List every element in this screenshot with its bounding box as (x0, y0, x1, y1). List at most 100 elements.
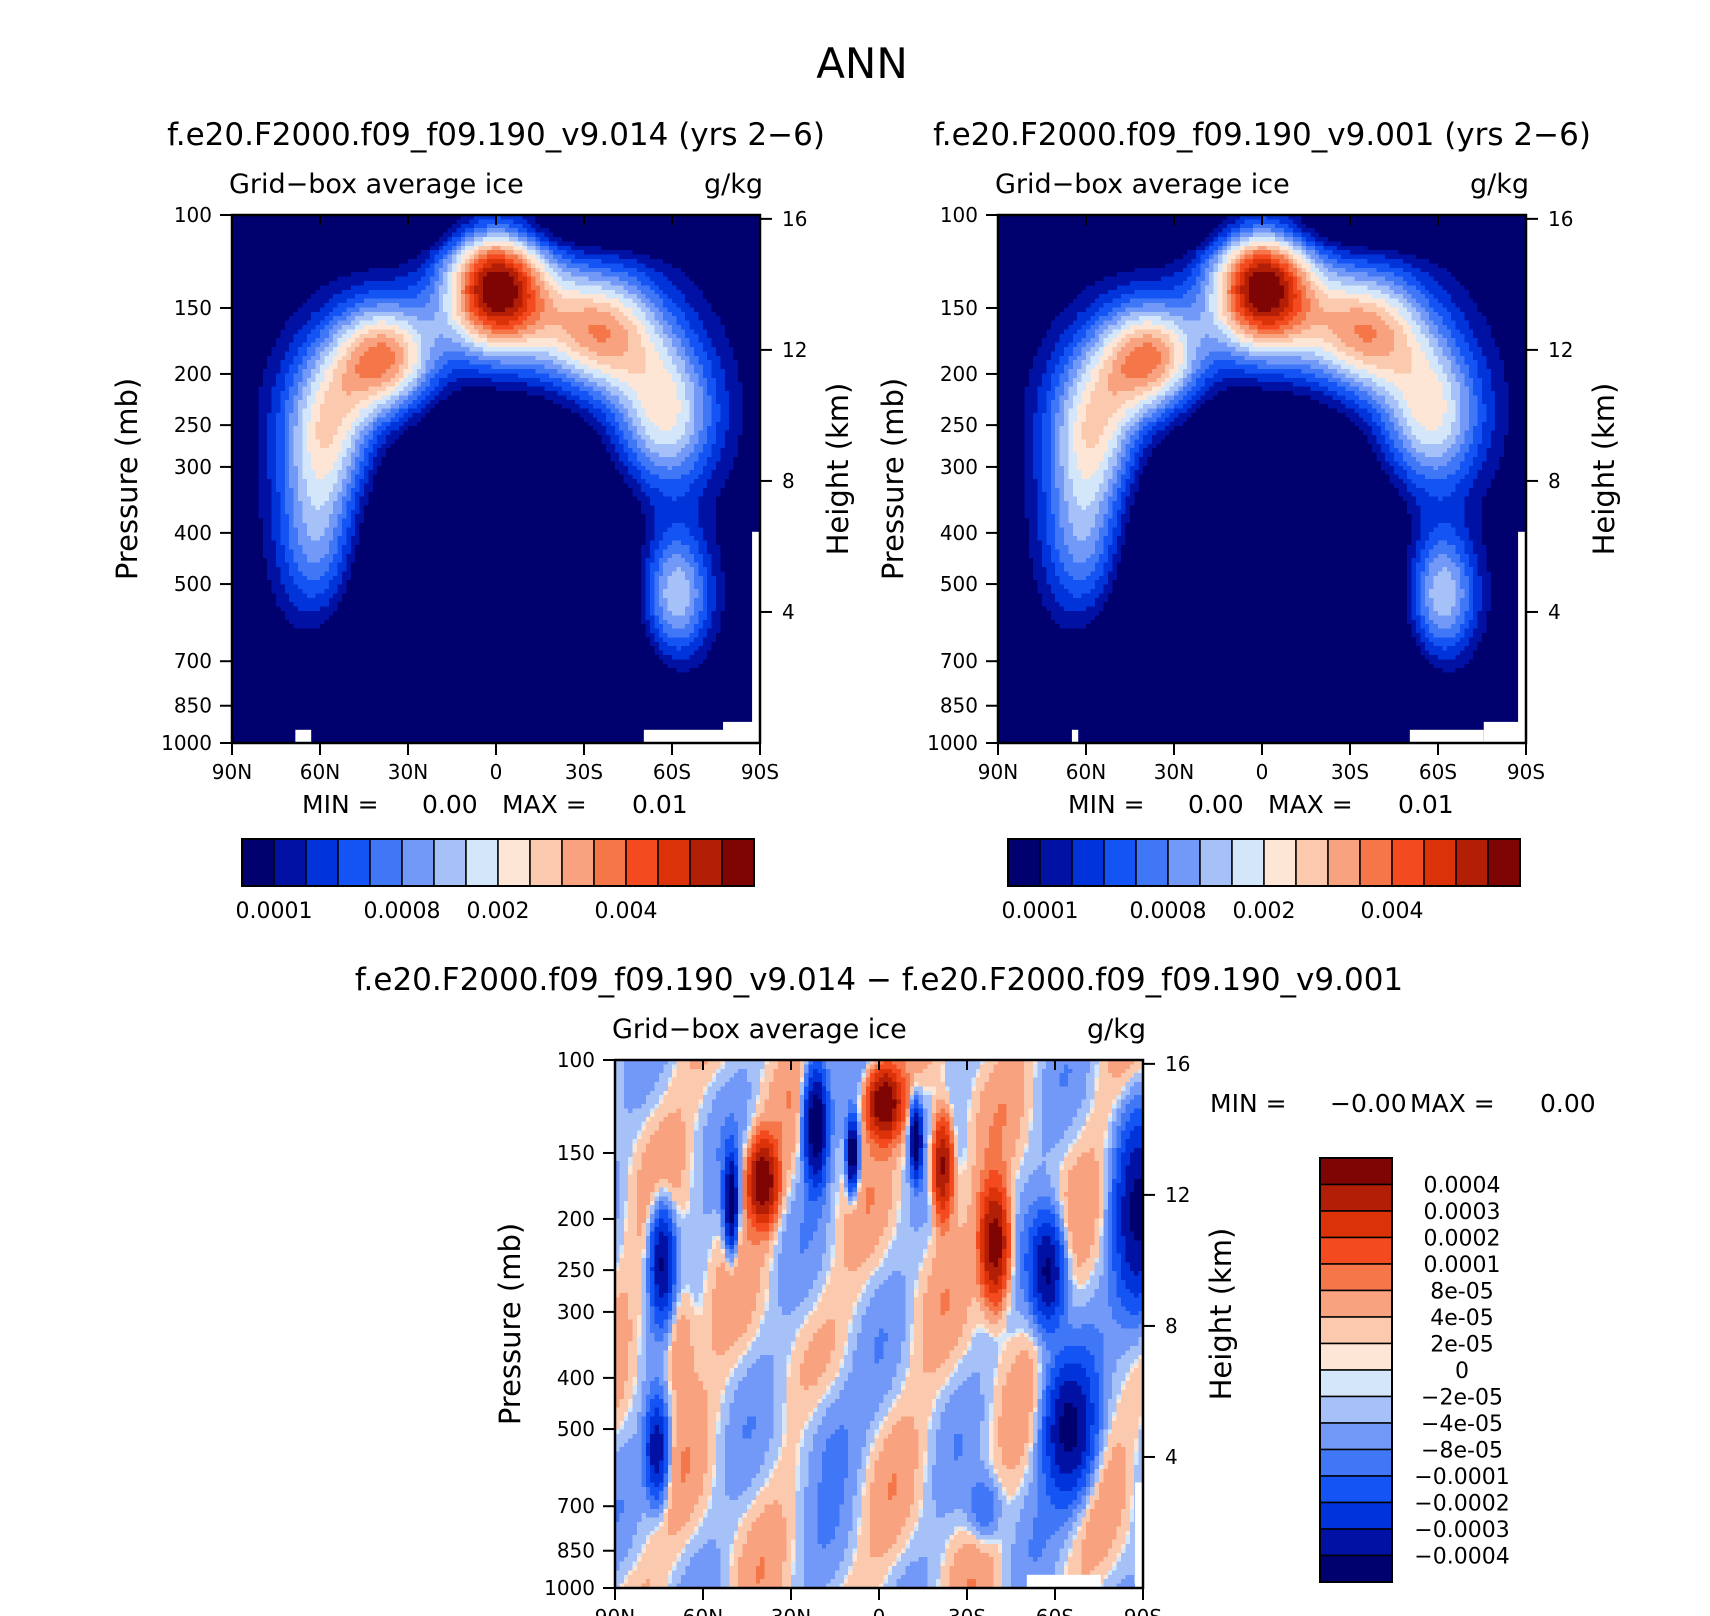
colorbar-box (241, 838, 275, 887)
colorbar-box (1319, 1501, 1393, 1530)
y-tick-label: 700 (557, 1494, 595, 1518)
colorbar-box (1319, 1210, 1393, 1239)
colorbar-box (1327, 838, 1361, 887)
variable-label: Grid−box average ice (612, 1014, 907, 1045)
panel-2: f.e20.F2000.f09_f09.190_v9.001 (yrs 2−6)… (876, 117, 1621, 924)
y-tick-label: 300 (557, 1300, 595, 1324)
y-tick-label: 200 (174, 362, 212, 386)
colorbar-box (1199, 838, 1233, 887)
units-label: g/kg (704, 169, 763, 200)
colorbar-box (689, 838, 723, 887)
y-tick-label: 500 (940, 572, 978, 596)
units-label: g/kg (1087, 1014, 1146, 1045)
y-tick-label: 700 (174, 649, 212, 673)
colorbar-box (465, 838, 499, 887)
colorbar-box (1319, 1475, 1393, 1504)
colorbar-box (721, 838, 755, 887)
y-tick-label: 1000 (927, 731, 978, 755)
x-tick-label: 60N (300, 760, 340, 784)
y-tick-label: 250 (557, 1258, 595, 1282)
missing-data-patch (1026, 1574, 1101, 1591)
min-value: 0.00 (1188, 790, 1244, 819)
panel-1: f.e20.F2000.f09_f09.190_v9.014 (yrs 2−6)… (110, 117, 855, 924)
colorbar-label: −0.0004 (1414, 1545, 1509, 1570)
colorbar-label: 0.0008 (364, 899, 441, 924)
colorbar-label: −0.0002 (1414, 1492, 1509, 1517)
y-tick-label: 500 (174, 572, 212, 596)
colorbar-box (1319, 1183, 1393, 1212)
y-tick-label: 850 (557, 1539, 595, 1563)
units-label: g/kg (1470, 169, 1529, 200)
missing-data-patch (1483, 721, 1526, 743)
y-right-tick-label: 4 (1548, 600, 1561, 624)
x-tick-label: 30S (1331, 760, 1369, 784)
x-tick-label: 90S (1507, 760, 1545, 784)
colorbar-box (273, 838, 307, 887)
colorbar-box (1319, 1528, 1393, 1557)
x-tick-label: 30S (565, 760, 603, 784)
x-tick-label: 0 (490, 760, 503, 784)
contour-fill (615, 1060, 1144, 1589)
contour-fill (998, 215, 1527, 744)
y-right-axis-label: Height (km) (1204, 1228, 1238, 1401)
colorbar-label: 0.0003 (1424, 1200, 1501, 1225)
missing-data-patch (723, 721, 760, 743)
missing-data-patch (1409, 729, 1484, 746)
colorbar-box (1319, 1263, 1393, 1292)
x-tick-label: 0 (873, 1605, 886, 1616)
colorbar-box (433, 838, 467, 887)
colorbar-box (1319, 1448, 1393, 1477)
panels-group: f.e20.F2000.f09_f09.190_v9.014 (yrs 2−6)… (110, 117, 1621, 1616)
y-right-tick-label: 12 (782, 338, 807, 362)
y-tick-label: 1000 (161, 731, 212, 755)
min-label: MIN = (1068, 790, 1145, 819)
panel-title: f.e20.F2000.f09_f09.190_v9.014 (yrs 2−6) (167, 117, 825, 153)
missing-data-patch (1518, 531, 1526, 743)
colorbar-box (1319, 1157, 1393, 1186)
y-right-tick-label: 12 (1548, 338, 1573, 362)
colorbar-label: 0.004 (1361, 899, 1424, 924)
y-tick-label: 400 (557, 1366, 595, 1390)
y-tick-label: 150 (557, 1141, 595, 1165)
panel-title: f.e20.F2000.f09_f09.190_v9.001 (yrs 2−6) (933, 117, 1591, 153)
y-tick-label: 100 (557, 1048, 595, 1072)
y-right-tick-label: 4 (782, 600, 795, 624)
y-axis-label: Pressure (mb) (876, 378, 910, 580)
contour-fill (232, 215, 761, 744)
y-tick-label: 250 (940, 413, 978, 437)
missing-data-patch (1071, 729, 1079, 746)
colorbar-box (1295, 838, 1329, 887)
colorbar-frame (241, 838, 755, 887)
colorbar-label: −0.0003 (1414, 1518, 1509, 1543)
figure-title: ANN (816, 39, 908, 88)
x-tick-label: 60N (1066, 760, 1106, 784)
y-right-tick-label: 16 (1548, 207, 1573, 231)
colorbar-box (1391, 838, 1425, 887)
colorbar-box (1319, 1342, 1393, 1371)
y-right-axis-label: Height (km) (821, 383, 855, 556)
missing-data-patch (752, 531, 760, 743)
y-tick-label: 150 (174, 296, 212, 320)
max-value: 0.01 (632, 790, 688, 819)
colorbar-box (657, 838, 691, 887)
colorbar-label: 0.0001 (1424, 1253, 1501, 1278)
colorbar-box (305, 838, 339, 887)
y-tick-label: 400 (940, 521, 978, 545)
colorbar-box (1007, 838, 1041, 887)
x-tick-label: 30N (1154, 760, 1194, 784)
min-label: MIN = (302, 790, 379, 819)
y-tick-label: 300 (940, 455, 978, 479)
y-right-tick-label: 8 (782, 469, 795, 493)
y-right-tick-label: 16 (1165, 1052, 1190, 1076)
y-tick-label: 200 (940, 362, 978, 386)
colorbar-label: 0 (1455, 1359, 1469, 1384)
x-tick-label: 60S (1036, 1605, 1074, 1616)
missing-data-patch (295, 729, 312, 746)
colorbar-box (529, 838, 563, 887)
colorbar-frame (1007, 838, 1521, 887)
x-tick-label: 60N (683, 1605, 723, 1616)
y-right-tick-label: 4 (1165, 1445, 1178, 1469)
y-tick-label: 500 (557, 1417, 595, 1441)
colorbar-label: −8e-05 (1421, 1439, 1503, 1464)
colorbar-box (1319, 1369, 1393, 1398)
